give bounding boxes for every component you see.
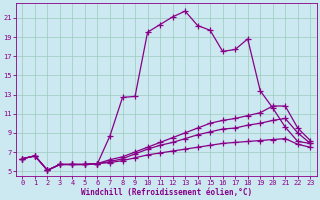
X-axis label: Windchill (Refroidissement éolien,°C): Windchill (Refroidissement éolien,°C) [81, 188, 252, 197]
